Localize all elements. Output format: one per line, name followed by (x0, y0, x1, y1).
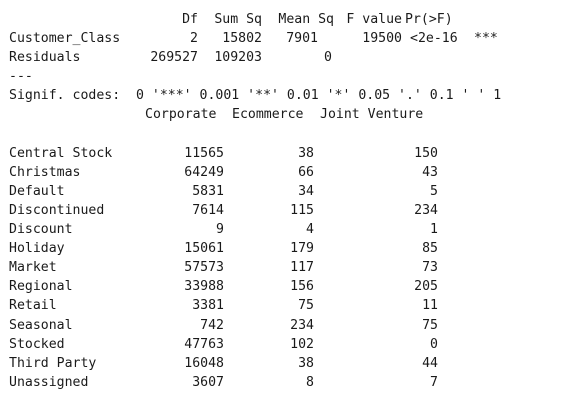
crosstab-cell: 150 (414, 145, 438, 161)
anova-col-df: Df (182, 12, 198, 27)
crosstab-cell: 16048 (184, 355, 224, 371)
crosstab-row-label: Retail (9, 298, 57, 314)
blank-line (0, 125, 586, 144)
anova-row-df: 269527 (150, 50, 198, 66)
crosstab-cell: 15061 (184, 241, 224, 257)
crosstab-cell: 156 (290, 279, 314, 295)
crosstab-cell: 66 (298, 164, 314, 180)
anova-row-df: 2 (190, 31, 198, 47)
anova-row-f-value: 19500 (362, 31, 402, 47)
crosstab-row: Stocked 47763 102 0 (0, 335, 586, 354)
crosstab-cell: 5831 (192, 183, 224, 199)
crosstab-cell: 33988 (184, 279, 224, 295)
crosstab-cell: 43 (422, 164, 438, 180)
anova-row-mean-sq: 7901 (286, 31, 318, 47)
crosstab-cell: 57573 (184, 260, 224, 276)
anova-row-stars: *** (474, 31, 498, 47)
crosstab-cell: 234 (414, 202, 438, 218)
separator-text: --- (9, 69, 33, 85)
crosstab-row-label: Regional (9, 279, 73, 295)
anova-row-term: Residuals (9, 50, 81, 66)
crosstab-col-ecommerce: Ecommerce (232, 107, 304, 123)
crosstab-cell: 75 (422, 317, 438, 333)
crosstab-cell: 75 (298, 298, 314, 314)
crosstab-header-row: Corporate Ecommerce Joint Venture (0, 105, 586, 124)
anova-row: Residuals 269527 109203 0 (0, 48, 586, 67)
signif-codes-text: Signif. codes: 0 '***' 0.001 '**' 0.01 '… (9, 88, 502, 104)
crosstab-cell: 9 (216, 222, 224, 238)
crosstab-row: Central Stock 11565 38 150 (0, 144, 586, 163)
crosstab-body: Central Stock 11565 38 150 Christmas 64249 66 4… (0, 144, 586, 392)
anova-col-mean-sq: Mean Sq (278, 12, 334, 27)
crosstab-cell: 85 (422, 241, 438, 257)
crosstab-cell: 11 (422, 298, 438, 314)
crosstab-cell: 234 (290, 317, 314, 333)
crosstab-cell: 179 (290, 241, 314, 257)
crosstab-cell: 44 (422, 355, 438, 371)
crosstab-row: Market 57573 117 73 (0, 258, 586, 277)
crosstab-row-label: Holiday (9, 241, 65, 257)
crosstab-cell: 102 (290, 336, 314, 352)
crosstab-cell: 0 (430, 336, 438, 352)
crosstab-row: Unassigned 3607 8 7 (0, 373, 586, 392)
crosstab-row-label: Christmas (9, 164, 81, 180)
crosstab-cell: 205 (414, 279, 438, 295)
crosstab-row: Discount 9 4 1 (0, 220, 586, 239)
crosstab-cell: 3381 (192, 298, 224, 314)
crosstab-cell: 38 (298, 145, 314, 161)
anova-row-sum-sq: 109203 (214, 50, 262, 66)
crosstab-cell: 1 (430, 222, 438, 238)
crosstab-row-label: Market (9, 260, 57, 276)
signif-codes-line: Signif. codes: 0 '***' 0.001 '**' 0.01 '… (0, 86, 586, 105)
crosstab-col-corporate: Corporate (145, 107, 217, 123)
crosstab-row: Regional 33988 156 205 (0, 277, 586, 296)
anova-row: Customer_Class 2 15802 7901 19500 <2e-16… (0, 29, 586, 48)
crosstab-row: Christmas 64249 66 43 (0, 163, 586, 182)
anova-row-pr: <2e-16 (410, 31, 458, 47)
separator-line: --- (0, 67, 586, 86)
crosstab-row: Discontinued 7614 115 234 (0, 201, 586, 220)
crosstab-row: Seasonal 742 234 75 (0, 316, 586, 335)
anova-row-sum-sq: 15802 (222, 31, 262, 47)
crosstab-cell: 117 (290, 260, 314, 276)
crosstab-cell: 8 (306, 374, 314, 390)
crosstab-cell: 11565 (184, 145, 224, 161)
crosstab-cell: 64249 (184, 164, 224, 180)
anova-col-f-value: F value (346, 12, 402, 27)
crosstab-row: Holiday 15061 179 85 (0, 239, 586, 258)
crosstab-row: Default 5831 34 5 (0, 182, 586, 201)
crosstab-row-label: Discontinued (9, 202, 105, 218)
crosstab-cell: 7614 (192, 202, 224, 218)
crosstab-cell: 5 (430, 183, 438, 199)
anova-col-sum-sq: Sum Sq (214, 12, 262, 27)
anova-col-pr: Pr(>F) (405, 12, 453, 27)
crosstab-cell: 34 (298, 183, 314, 199)
crosstab-row: Retail 3381 75 11 (0, 296, 586, 315)
crosstab-row-label: Unassigned (9, 374, 89, 390)
crosstab-cell: 3607 (192, 374, 224, 390)
crosstab-cell: 38 (298, 355, 314, 371)
crosstab-col-joint-venture: Joint Venture (320, 107, 424, 123)
anova-row-term: Customer_Class (9, 31, 121, 47)
crosstab-row-label: Central Stock (9, 145, 113, 161)
crosstab-row-label: Stocked (9, 336, 65, 352)
crosstab-cell: 7 (430, 374, 438, 390)
anova-header-row: Df Sum Sq Mean Sq F value Pr(>F) (0, 10, 586, 29)
crosstab-cell: 73 (422, 260, 438, 276)
crosstab-row: Third Party 16048 38 44 (0, 354, 586, 373)
crosstab-cell: 4 (306, 222, 314, 238)
crosstab-row-label: Seasonal (9, 317, 73, 333)
crosstab-cell: 47763 (184, 336, 224, 352)
anova-row-mean-sq: 0 (324, 50, 332, 66)
crosstab-cell: 115 (290, 202, 314, 218)
crosstab-row-label: Third Party (9, 355, 97, 371)
crosstab-row-label: Discount (9, 222, 73, 238)
crosstab-row-label: Default (9, 183, 65, 199)
crosstab-cell: 742 (200, 317, 224, 333)
